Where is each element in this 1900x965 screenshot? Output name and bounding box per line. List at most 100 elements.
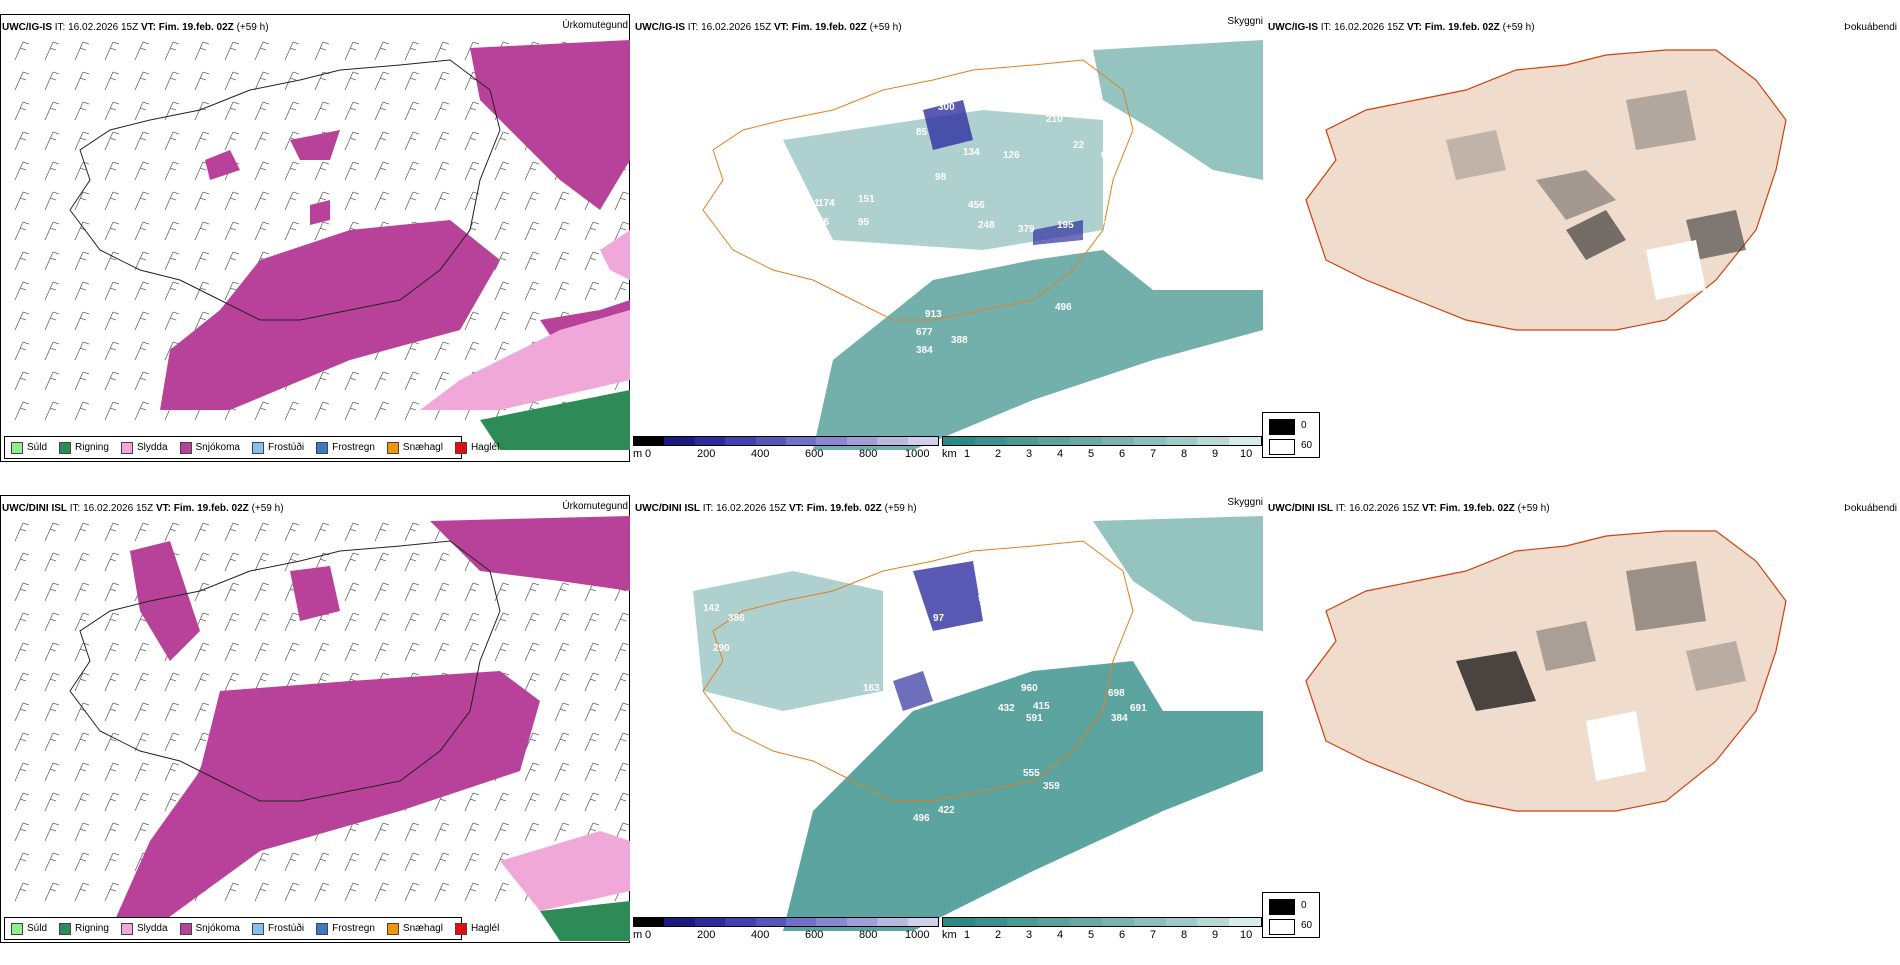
wind-barb (554, 582, 570, 602)
wind-barb (614, 612, 630, 632)
colorbar-segment (1229, 918, 1261, 926)
colorbar-segment (907, 918, 939, 926)
visibility-value-label: 174 (818, 198, 835, 209)
wind-barb (524, 822, 540, 842)
wind-barb (464, 642, 480, 662)
colorbar-unit: m (633, 448, 643, 460)
wind-barb (44, 251, 60, 271)
wind-barb (164, 71, 180, 91)
iceland-coast (702, 540, 1134, 802)
visibility-value-label: 913 (925, 309, 942, 320)
legend-item: Frostregn (316, 922, 375, 935)
wind-barb (104, 131, 120, 151)
wind-barb (104, 71, 120, 91)
wind-barb (74, 822, 90, 842)
visibility-field (783, 661, 1263, 931)
sleet-area (600, 230, 630, 280)
wind-barb (284, 852, 300, 872)
wind-barb (224, 882, 240, 902)
wind-barb (254, 191, 270, 211)
panel-title: UWC/DINI ISL IT: 16.02.2026 15Z VT: Fim.… (1268, 503, 1550, 514)
wind-barb (344, 552, 360, 572)
legend-label: Frostregn (332, 442, 375, 453)
wind-barb (584, 642, 600, 662)
wind-barb (134, 101, 150, 121)
wind-barb (74, 582, 90, 602)
fog-shade (1536, 621, 1596, 671)
colorbar-tick: 800 (859, 929, 878, 941)
colorbar-segment (877, 918, 908, 926)
wind-barb (14, 251, 30, 271)
fog-shade (1566, 210, 1626, 260)
wind-barb (434, 71, 450, 91)
wind-barb (254, 552, 270, 572)
wind-barb (404, 882, 420, 902)
visibility-value-label: 76 (818, 217, 830, 228)
wind-barb (44, 822, 60, 842)
colorbar-tick: 9 (1212, 448, 1219, 460)
wind-barb (374, 612, 390, 632)
wind-barb (434, 341, 450, 361)
colorbar-tick: 10 (1240, 448, 1253, 460)
map-frame (0, 495, 630, 943)
field-name: Þokuábendi (1844, 22, 1897, 33)
visibility-colorbar: km 1 2 3 4 5 6 7 8 9 10 (942, 436, 1262, 464)
wind-barb (434, 161, 450, 181)
wind-barb (74, 792, 90, 812)
visibility-value-label: 98 (935, 172, 947, 183)
wind-barb (134, 341, 150, 361)
fog-shade (1686, 641, 1746, 691)
colorbar-segment (1038, 918, 1071, 926)
wind-barb (464, 161, 480, 181)
iceland-coast (69, 540, 501, 802)
wind-barb (44, 401, 60, 421)
colorbar-segment (816, 437, 847, 445)
visibility-value-label: 432 (998, 703, 1015, 714)
colorbar-tick: 600 (805, 448, 824, 460)
field-name: Þokuábendi (1844, 503, 1897, 514)
visibility-field (1093, 40, 1263, 180)
wind-barb (194, 251, 210, 271)
colorbar-tick: 3 (1026, 448, 1033, 460)
wind-barb (464, 191, 480, 211)
visibility-value-label: 456 (968, 200, 985, 211)
wind-barb (494, 161, 510, 181)
legend-swatch (1269, 439, 1295, 455)
visibility-value-label: 62 (1101, 150, 1113, 161)
wind-barb (134, 251, 150, 271)
wind-barb (254, 642, 270, 662)
wind-barb (224, 522, 240, 542)
wind-barb (224, 582, 240, 602)
colorbar-segment (1101, 437, 1134, 445)
wind-barb (314, 371, 330, 391)
wind-barb (404, 131, 420, 151)
wind-barb (74, 702, 90, 722)
wind-barb (584, 281, 600, 301)
wind-barb (14, 341, 30, 361)
legend-item: Snæhagl (386, 922, 443, 935)
snow-area (290, 566, 340, 621)
wind-barb (14, 882, 30, 902)
wind-barb (134, 702, 150, 722)
wind-barb (554, 642, 570, 662)
colorbar-segment (846, 918, 878, 926)
panel-title: UWC/IG-IS IT: 16.02.2026 15Z VT: Fim. 19… (1268, 22, 1535, 33)
wind-barb (524, 191, 540, 211)
wind-barb (284, 882, 300, 902)
wind-barb (164, 522, 180, 542)
wind-barb (194, 702, 210, 722)
colorbar-segment (1133, 437, 1166, 445)
colorbar-tick: 400 (751, 448, 770, 460)
wind-barb (14, 582, 30, 602)
colorbar-unit: km (942, 448, 957, 460)
fog-shade (1456, 651, 1536, 711)
colorbar-segment (755, 918, 787, 926)
visibility-value-label: 386 (728, 613, 745, 624)
wind-barb (164, 762, 180, 782)
wind-barb (44, 672, 60, 692)
visibility-value-label: 555 (1023, 768, 1040, 779)
wind-barb (464, 852, 480, 872)
legend-label: Frostregn (332, 923, 375, 934)
visibility-value-label: 422 (938, 805, 955, 816)
